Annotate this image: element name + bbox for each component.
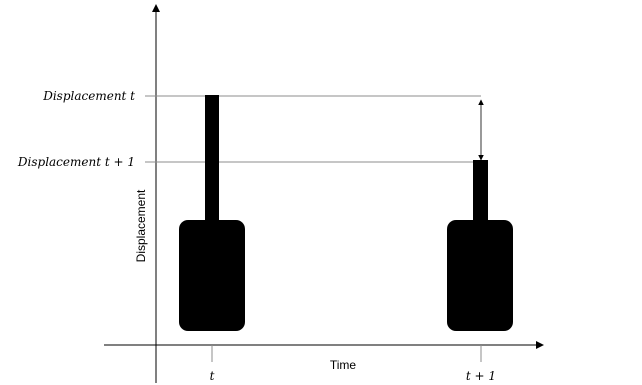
y-axis-arrowhead: [152, 4, 160, 12]
time-t-label: t: [210, 369, 215, 383]
object-t1-stem: [473, 160, 488, 225]
object-t-stem: [205, 95, 219, 225]
x-axis-arrowhead: [536, 341, 544, 349]
object-t-body: [179, 220, 245, 331]
y-axis-label: Displacement: [134, 189, 148, 262]
x-axis-label: Time: [330, 358, 357, 372]
displacement-t1-label: Displacement t + 1: [17, 155, 135, 169]
object-t1-body: [447, 220, 513, 331]
time-t1-label: t + 1: [466, 369, 496, 383]
displacement-t-label: Displacement t: [42, 89, 135, 103]
